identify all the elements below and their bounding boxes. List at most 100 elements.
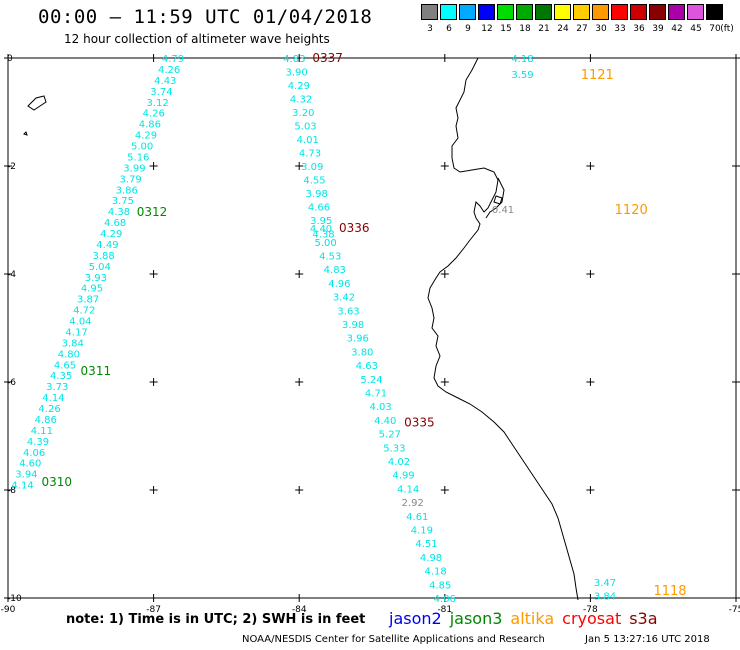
legend-level-label: 45 [690, 24, 702, 34]
lat-tick-label: -4 [7, 270, 16, 280]
legend-swatch [611, 4, 628, 20]
wave-height-value: 4.06 [23, 448, 45, 459]
wave-height-value: 4.40 [310, 224, 332, 235]
legend-level-label: 21 [538, 24, 550, 34]
wave-height-value: 3.47 [594, 578, 616, 589]
legend-swatch [554, 4, 571, 20]
pass-time-label: 1120 [615, 203, 648, 218]
wave-height-value: 2.92 [402, 498, 424, 509]
legend-level-label: 36 [633, 24, 645, 34]
wave-height-value: 3.98 [306, 189, 328, 200]
wave-height-value: 5.16 [127, 152, 149, 163]
wave-height-value: 3.95 [310, 216, 332, 227]
legend-swatch [459, 4, 476, 20]
wave-height-value: 3.86 [116, 185, 138, 196]
mission-s3a: s3a [629, 609, 658, 628]
mission-jason2: jason2 [389, 609, 442, 628]
wave-height-value: 3.94 [15, 470, 37, 481]
wave-height-value: 4.86 [35, 415, 57, 426]
lat-tick-label: 0 [7, 54, 13, 64]
wave-height-value: 5.24 [360, 375, 382, 386]
map-grid: -90 -87 -84 -81 -78 -75 0 -2 -4 -6 -8 -10 [1, 54, 740, 615]
lon-tick-label: -90 [1, 605, 16, 615]
wave-height-value: 3.20 [292, 108, 314, 119]
pass-time-labels: 0312 0311 0310 0337 0336 0335 1121 1120 1118 [42, 51, 687, 599]
mission-altika: altika [510, 609, 555, 628]
wave-height-value: 5.27 [379, 430, 401, 441]
wave-height-value: 4.96 [328, 279, 350, 290]
wave-height-value: 4.65 [54, 360, 76, 371]
wave-height-value: 4.35 [50, 371, 72, 382]
pass-time-label: 0311 [81, 364, 112, 378]
wave-height-value: 4.39 [27, 437, 49, 448]
wave-height-value: 3.96 [347, 334, 369, 345]
wave-height-value: 5.03 [294, 122, 316, 133]
wave-height-value: 4.49 [96, 240, 118, 251]
legend-level-label: 42 [671, 24, 683, 34]
wave-height-value: 4.02 [388, 457, 410, 468]
lon-tick-label: -84 [292, 605, 307, 615]
legend-level-label: 70 [709, 24, 721, 34]
wave-height-value: 4.51 [415, 539, 437, 550]
chart-title: 00:00 – 11:59 UTC 01/04/2018 [38, 6, 373, 28]
wave-height-value: 3.42 [333, 293, 355, 304]
wave-height-value: 4.61 [406, 512, 428, 523]
legend-swatch [668, 4, 685, 20]
wave-height-value: 4.55 [303, 176, 325, 187]
credit-line: NOAA/NESDIS Center for Satellite Applica… [242, 634, 545, 645]
coastline [23, 57, 579, 601]
wave-height-value: 4.29 [135, 131, 157, 142]
wave-height-value: 4.01 [297, 135, 319, 146]
wave-height-value: 4.66 [308, 203, 330, 214]
wave-height-value: 4.98 [420, 553, 442, 564]
wave-height-value: 3.99 [123, 163, 145, 174]
wave-height-value: 5.00 [131, 142, 153, 153]
legend-level-label: 9 [465, 24, 471, 34]
legend-swatch [497, 4, 514, 20]
wave-height-value: 4.73 [299, 149, 321, 160]
map-frame [7, 57, 737, 599]
lat-tick-label: -2 [7, 162, 16, 172]
puna-island [493, 195, 503, 205]
lat-tick-label: -6 [7, 378, 16, 388]
wave-height-value: 4.26 [38, 404, 60, 415]
lon-tick-label: -75 [729, 605, 740, 615]
legend-level-label: 18 [519, 24, 531, 34]
pass-time-label: 0312 [137, 205, 168, 219]
footer-note: note: 1) Time is in UTC; 2) SWH is in fe… [66, 612, 366, 627]
wave-height-value: 4.06 [434, 594, 456, 605]
wave-height-value: 4.71 [365, 389, 387, 400]
wave-height-value: 4.85 [429, 580, 451, 591]
wave-height-value: 4.40 [374, 416, 396, 427]
pass-time-label: 1121 [581, 68, 614, 83]
pass-time-label: 0336 [339, 221, 370, 235]
galapagos-islet [23, 131, 28, 136]
lon-tick-label: -78 [583, 605, 598, 615]
pass-time-label: 0335 [404, 416, 435, 430]
pass-time-label: 0337 [312, 51, 343, 65]
wave-height-value: 3.73 [46, 382, 68, 393]
wave-height-value: 4.80 [58, 349, 80, 360]
legend-swatch [592, 4, 609, 20]
legend-swatch [478, 4, 495, 20]
lat-tick-label: -10 [7, 594, 22, 604]
wave-height-value: 4.95 [81, 284, 103, 295]
wave-height-value: 5.33 [383, 443, 405, 454]
wave-height-value: 4.03 [369, 402, 391, 413]
wave-height-value: 4.29 [100, 229, 122, 240]
wave-height-value: 4.72 [73, 306, 95, 317]
wave-height-value: 4.14 [42, 393, 64, 404]
legend-level-label: 33 [614, 24, 626, 34]
legend-level-label: 24 [557, 24, 569, 34]
wave-height-value: 3.74 [150, 87, 172, 98]
south-america-coastline [427, 57, 579, 601]
wave-height-value: 4.26 [158, 65, 180, 76]
wave-height-value: 4.04 [69, 317, 91, 328]
legend-swatch [421, 4, 438, 20]
pass-time-label: 1118 [653, 584, 686, 599]
legend-swatch [649, 4, 666, 20]
wave-height-value: 4.19 [411, 526, 433, 537]
point-observations: 4.18 3.59 0.41 3.47 3.84 [492, 54, 616, 602]
wave-height-value: 3.09 [301, 162, 323, 173]
